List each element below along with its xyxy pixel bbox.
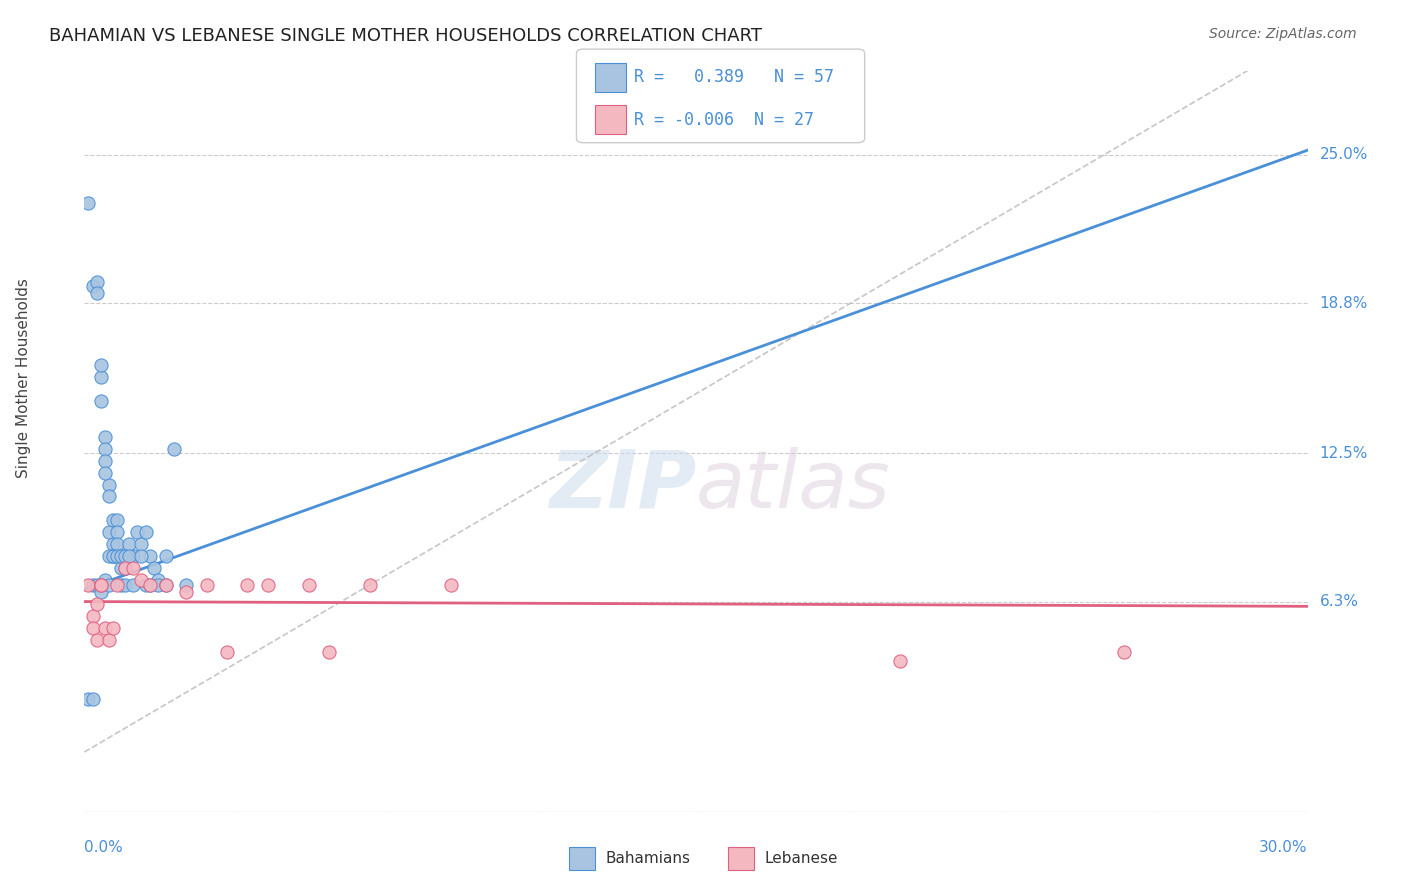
Point xyxy=(114,549,136,564)
Point xyxy=(86,578,108,592)
Point xyxy=(114,578,136,592)
Point xyxy=(118,537,141,551)
Point xyxy=(93,442,115,456)
Point xyxy=(101,513,124,527)
Point xyxy=(90,585,112,599)
Point xyxy=(77,692,100,706)
Text: 30.0%: 30.0% xyxy=(1260,840,1308,855)
Point xyxy=(1114,645,1136,659)
Text: 0.0%: 0.0% xyxy=(84,840,124,855)
Point xyxy=(101,621,124,635)
Point xyxy=(889,654,911,668)
Point xyxy=(90,578,112,592)
Text: 12.5%: 12.5% xyxy=(1320,446,1368,461)
Text: Lebanese: Lebanese xyxy=(765,852,838,866)
Text: 25.0%: 25.0% xyxy=(1320,147,1368,162)
Point xyxy=(163,442,186,456)
Point xyxy=(82,608,104,623)
Point xyxy=(82,578,104,592)
Point xyxy=(97,549,120,564)
Point xyxy=(97,525,120,540)
Point xyxy=(105,513,128,527)
Point xyxy=(86,597,108,611)
Point xyxy=(110,561,132,575)
Point xyxy=(122,561,145,575)
Point xyxy=(105,525,128,540)
Text: atlas: atlas xyxy=(696,447,891,525)
Text: Source: ZipAtlas.com: Source: ZipAtlas.com xyxy=(1209,27,1357,41)
Point xyxy=(77,578,100,592)
Point xyxy=(110,549,132,564)
Text: R = -0.006  N = 27: R = -0.006 N = 27 xyxy=(634,111,814,128)
Text: ZIP: ZIP xyxy=(548,447,696,525)
Point xyxy=(146,578,169,592)
Point xyxy=(135,578,157,592)
Point xyxy=(82,279,104,293)
Point xyxy=(93,621,115,635)
Point xyxy=(77,195,100,210)
Point xyxy=(86,275,108,289)
Point xyxy=(101,549,124,564)
Point xyxy=(318,645,340,659)
Point xyxy=(82,692,104,706)
Point xyxy=(114,561,136,575)
Point xyxy=(155,578,177,592)
Point xyxy=(440,578,463,592)
Point xyxy=(90,358,112,372)
Point xyxy=(101,549,124,564)
Point xyxy=(93,573,115,587)
Point xyxy=(97,632,120,647)
Point xyxy=(138,549,160,564)
Point xyxy=(142,561,165,575)
Point xyxy=(105,578,128,592)
Text: BAHAMIAN VS LEBANESE SINGLE MOTHER HOUSEHOLDS CORRELATION CHART: BAHAMIAN VS LEBANESE SINGLE MOTHER HOUSE… xyxy=(49,27,762,45)
Point xyxy=(118,549,141,564)
Text: R =   0.389   N = 57: R = 0.389 N = 57 xyxy=(634,69,834,87)
Point xyxy=(110,549,132,564)
Point xyxy=(174,578,197,592)
Point xyxy=(97,477,120,491)
Point xyxy=(110,578,132,592)
Point xyxy=(138,578,160,592)
Point xyxy=(90,578,112,592)
Point xyxy=(257,578,280,592)
Point xyxy=(105,537,128,551)
Point xyxy=(105,549,128,564)
Point xyxy=(131,537,153,551)
Point xyxy=(298,578,321,592)
Point xyxy=(114,549,136,564)
Point xyxy=(217,645,239,659)
Point xyxy=(236,578,259,592)
Point xyxy=(146,573,169,587)
Point xyxy=(97,490,120,504)
Point xyxy=(101,537,124,551)
Point xyxy=(114,561,136,575)
Point xyxy=(93,466,115,480)
Point xyxy=(93,453,115,467)
Point xyxy=(155,549,177,564)
Point xyxy=(195,578,218,592)
Point xyxy=(155,578,177,592)
Point xyxy=(90,393,112,408)
Point xyxy=(93,430,115,444)
Point xyxy=(101,549,124,564)
Point xyxy=(174,585,197,599)
Point xyxy=(82,621,104,635)
Point xyxy=(131,549,153,564)
Point xyxy=(359,578,381,592)
Point xyxy=(138,578,160,592)
Text: 6.3%: 6.3% xyxy=(1320,594,1358,609)
Text: 18.8%: 18.8% xyxy=(1320,295,1368,310)
Point xyxy=(122,578,145,592)
Point xyxy=(135,525,157,540)
Text: Single Mother Households: Single Mother Households xyxy=(15,278,31,478)
Text: Bahamians: Bahamians xyxy=(606,852,690,866)
Point xyxy=(127,525,149,540)
Point xyxy=(97,578,120,592)
Point xyxy=(86,632,108,647)
Point xyxy=(86,286,108,301)
Point xyxy=(131,573,153,587)
Point xyxy=(122,549,145,564)
Point xyxy=(90,370,112,384)
